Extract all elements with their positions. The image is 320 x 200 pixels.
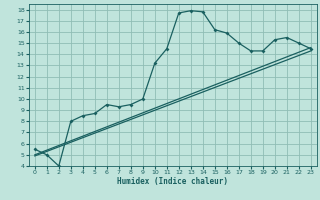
X-axis label: Humidex (Indice chaleur): Humidex (Indice chaleur) — [117, 177, 228, 186]
